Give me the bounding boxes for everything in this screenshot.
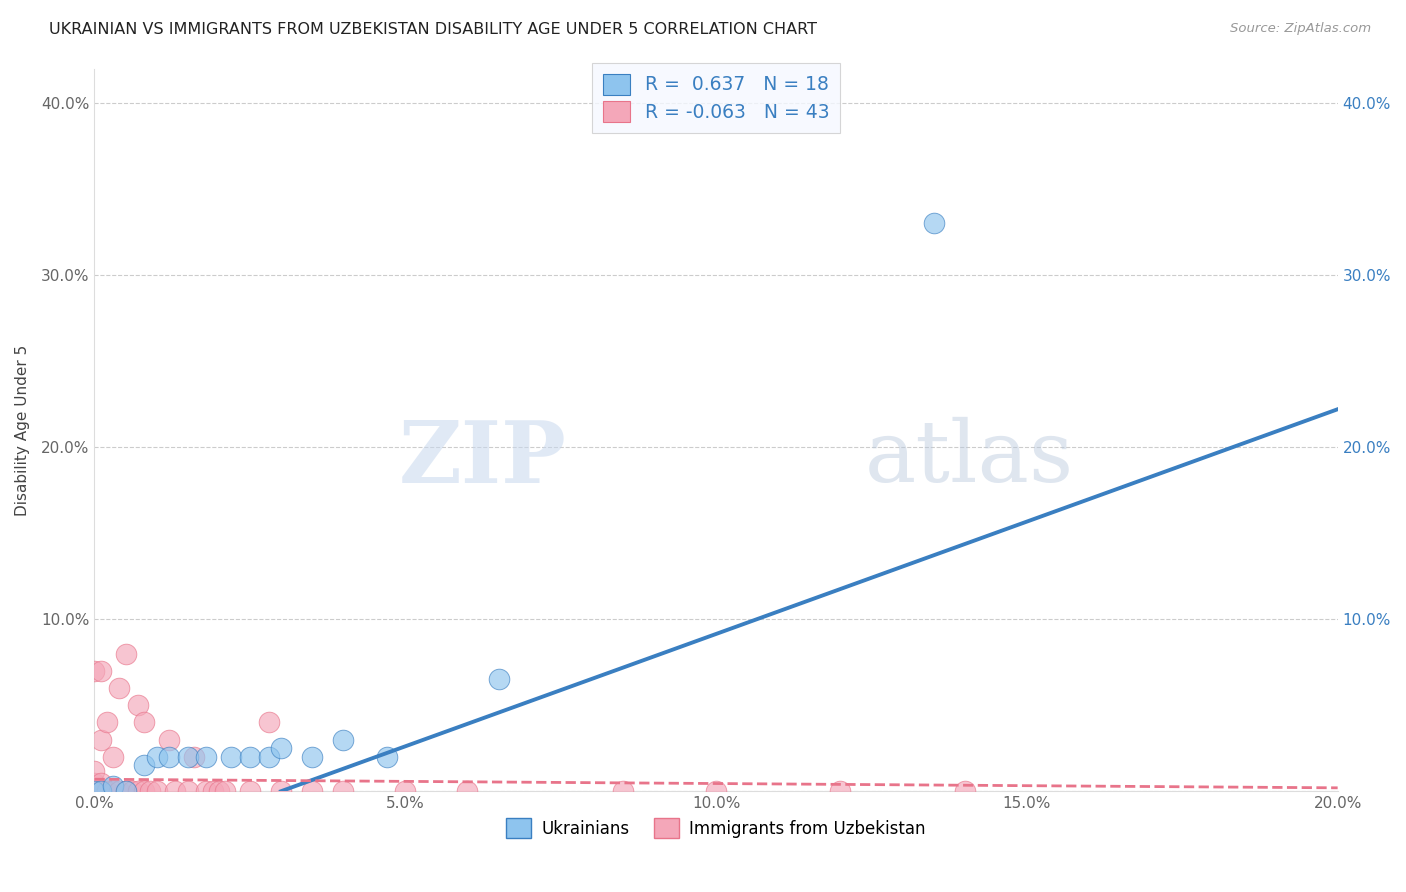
Point xyxy=(83,784,105,798)
Point xyxy=(165,784,187,798)
Point xyxy=(488,673,510,687)
Point xyxy=(201,784,224,798)
Point xyxy=(704,784,727,798)
Text: ZIP: ZIP xyxy=(399,417,567,500)
Text: UKRAINIAN VS IMMIGRANTS FROM UZBEKISTAN DISABILITY AGE UNDER 5 CORRELATION CHART: UKRAINIAN VS IMMIGRANTS FROM UZBEKISTAN … xyxy=(49,22,817,37)
Text: atlas: atlas xyxy=(865,417,1074,500)
Point xyxy=(90,784,112,798)
Point xyxy=(270,784,292,798)
Point xyxy=(257,715,280,730)
Point xyxy=(83,764,105,778)
Point xyxy=(114,647,136,661)
Point xyxy=(375,749,398,764)
Point xyxy=(101,749,124,764)
Point xyxy=(612,784,634,798)
Point xyxy=(177,749,200,764)
Point xyxy=(90,775,112,789)
Point xyxy=(134,784,156,798)
Point xyxy=(127,698,149,713)
Point xyxy=(195,784,218,798)
Point xyxy=(332,784,354,798)
Point xyxy=(121,784,143,798)
Point xyxy=(208,784,231,798)
Point xyxy=(301,784,323,798)
Point xyxy=(301,749,323,764)
Point xyxy=(139,784,162,798)
Point xyxy=(257,749,280,764)
Point xyxy=(239,784,262,798)
Point xyxy=(332,732,354,747)
Text: Source: ZipAtlas.com: Source: ZipAtlas.com xyxy=(1230,22,1371,36)
Point xyxy=(114,784,136,798)
Y-axis label: Disability Age Under 5: Disability Age Under 5 xyxy=(15,344,30,516)
Point xyxy=(134,715,156,730)
Point xyxy=(134,758,156,772)
Point xyxy=(127,784,149,798)
Legend: Ukrainians, Immigrants from Uzbekistan: Ukrainians, Immigrants from Uzbekistan xyxy=(499,812,932,845)
Point xyxy=(195,749,218,764)
Point xyxy=(157,749,180,764)
Point xyxy=(177,784,200,798)
Point xyxy=(953,784,976,798)
Point xyxy=(219,749,242,764)
Point xyxy=(114,784,136,798)
Point xyxy=(456,784,478,798)
Point xyxy=(108,681,131,695)
Point xyxy=(108,784,131,798)
Point xyxy=(96,784,118,798)
Point xyxy=(270,741,292,756)
Point xyxy=(83,784,105,798)
Point xyxy=(101,784,124,798)
Point xyxy=(239,749,262,764)
Point xyxy=(90,664,112,678)
Point xyxy=(145,784,167,798)
Point xyxy=(90,784,112,798)
Point xyxy=(394,784,416,798)
Point xyxy=(183,749,205,764)
Point xyxy=(83,775,105,789)
Point xyxy=(83,664,105,678)
Point xyxy=(96,715,118,730)
Point xyxy=(83,784,105,798)
Point xyxy=(101,779,124,793)
Point xyxy=(922,216,945,230)
Point xyxy=(830,784,852,798)
Point xyxy=(157,732,180,747)
Point xyxy=(90,732,112,747)
Point xyxy=(145,749,167,764)
Point xyxy=(214,784,236,798)
